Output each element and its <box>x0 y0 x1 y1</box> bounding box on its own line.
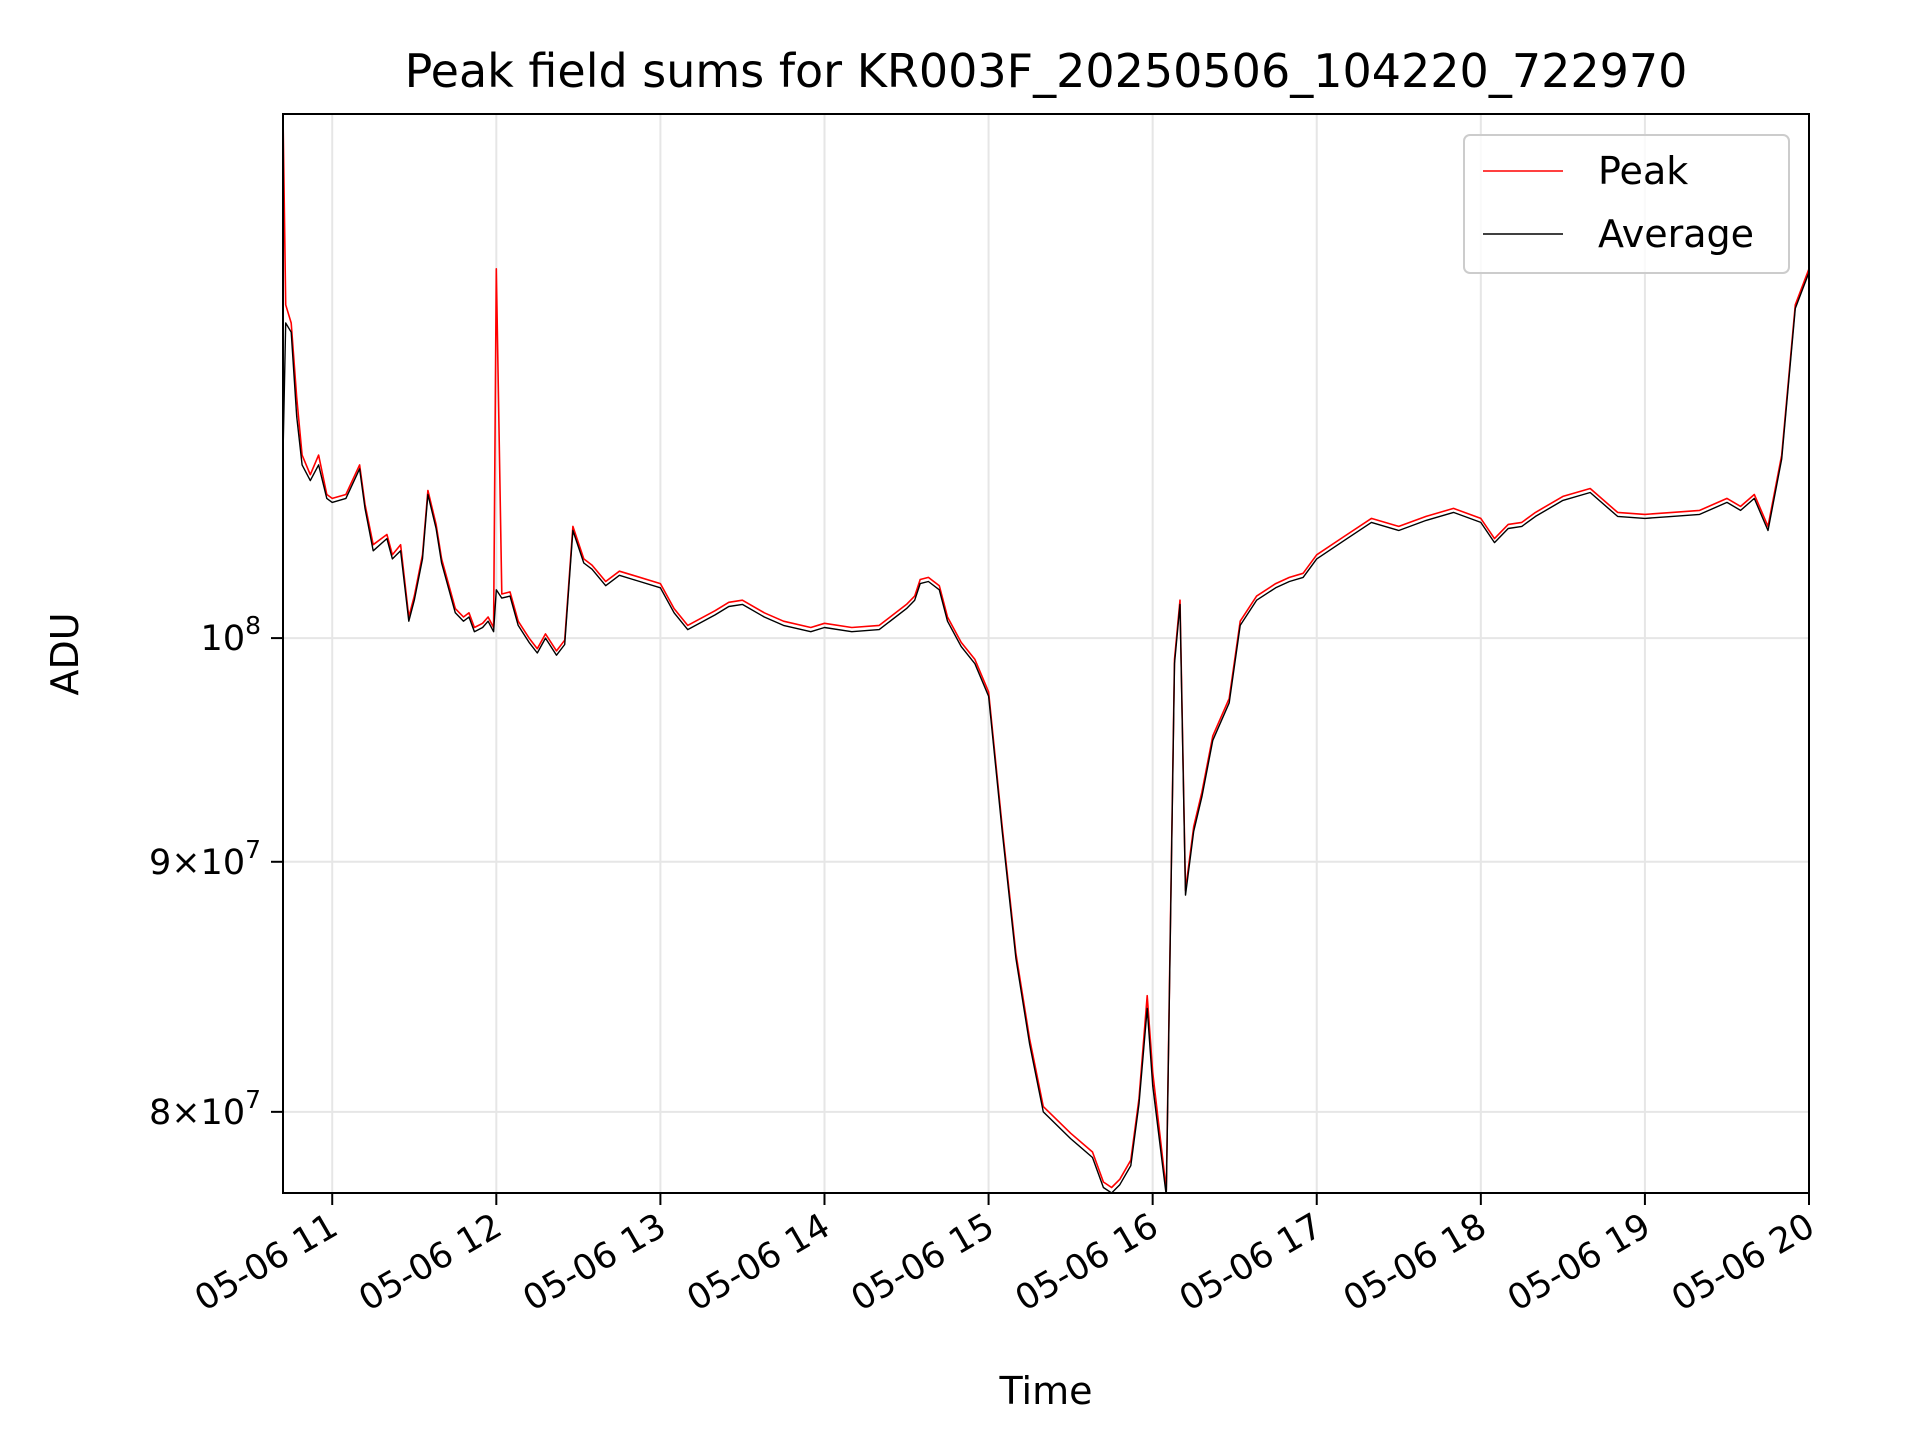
series-line-peak <box>283 114 1809 1191</box>
plot-frame <box>282 113 1810 1194</box>
legend-label-peak: Peak <box>1598 149 1688 193</box>
y-tick-label: 9×107 <box>149 835 261 883</box>
y-tick-label: 8×107 <box>149 1085 261 1133</box>
legend-box <box>1463 134 1790 274</box>
x-axis-label: Time <box>999 1369 1093 1413</box>
y-axis-label: ADU <box>43 612 87 695</box>
series-layer <box>283 114 1809 1193</box>
legend: Peak Average <box>1463 134 1790 274</box>
y-tick-label: 108 <box>201 611 261 659</box>
y-axis: 8×107 9×107 108 <box>149 611 283 1133</box>
chart-title: Peak field sums for KR003F_20250506_1042… <box>405 44 1688 98</box>
legend-label-average: Average <box>1598 212 1754 256</box>
series-line-average <box>283 272 1809 1193</box>
